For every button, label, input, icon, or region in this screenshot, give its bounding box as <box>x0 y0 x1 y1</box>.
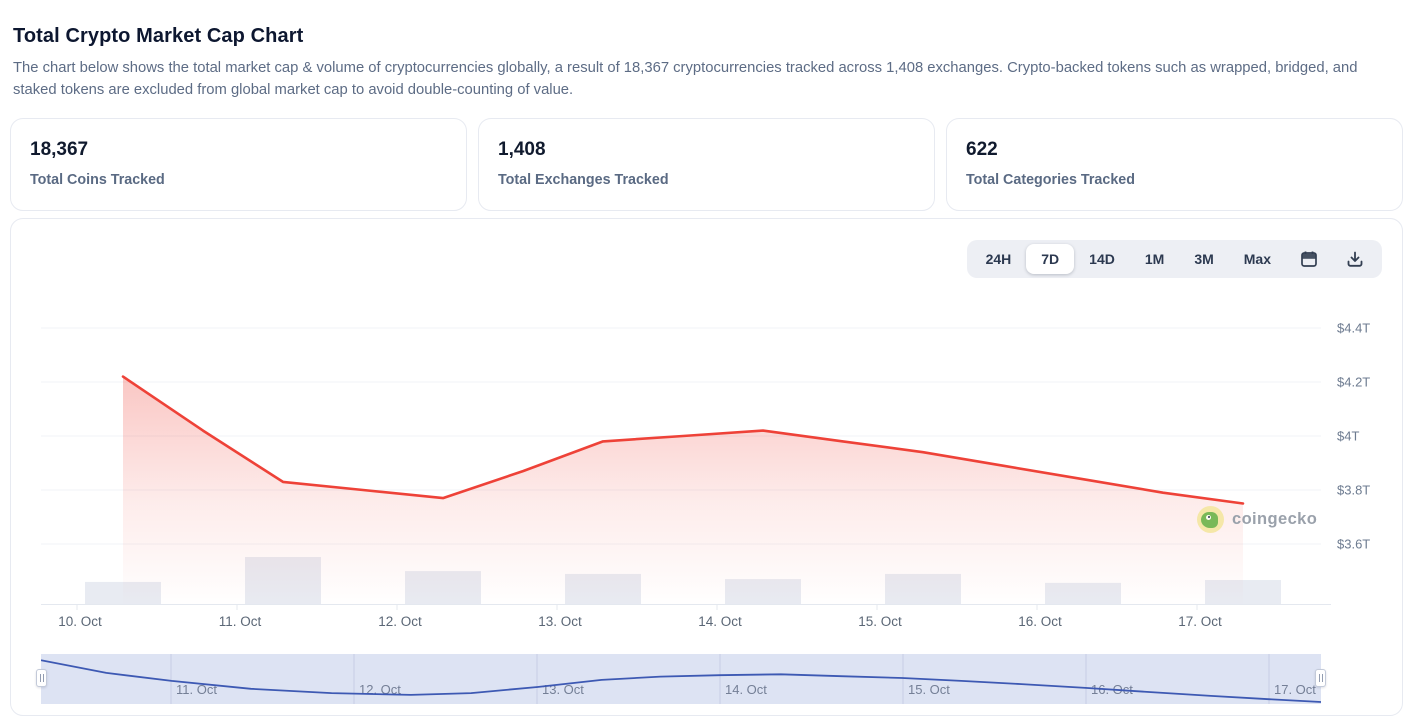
range-button-3m[interactable]: 3M <box>1179 244 1228 274</box>
range-button-24h[interactable]: 24H <box>971 244 1027 274</box>
svg-text:15. Oct: 15. Oct <box>908 682 950 697</box>
coingecko-logo-icon <box>1197 506 1224 533</box>
range-button-1m[interactable]: 1M <box>1130 244 1179 274</box>
range-button-14d[interactable]: 14D <box>1074 244 1130 274</box>
svg-text:17. Oct: 17. Oct <box>1274 682 1316 697</box>
svg-text:14. Oct: 14. Oct <box>698 614 742 629</box>
range-button-7d[interactable]: 7D <box>1026 244 1075 274</box>
page-header: Total Crypto Market Cap Chart The chart … <box>13 25 1400 101</box>
market-cap-chart-canvas[interactable]: $4.4T $4.2T $4T $3.8T $3.6T 10. Oct 11. Oct 12… <box>11 219 1404 717</box>
svg-text:13. Oct: 13. Oct <box>538 614 582 629</box>
svg-text:$4.4T: $4.4T <box>1337 321 1370 336</box>
navigator-left-handle[interactable] <box>36 669 47 687</box>
total-exchanges-value: 1,408 <box>498 139 546 160</box>
navigator-canvas[interactable]: 11. Oct 12. Oct 13. Oct 14. Oct 15. Oct 16. O… <box>40 654 1322 704</box>
calendar-icon[interactable] <box>1286 244 1332 274</box>
time-range-toolbar: 24H 7D 14D 1M 3M Max <box>966 240 1382 278</box>
svg-text:$4T: $4T <box>1337 429 1359 444</box>
total-categories-value: 622 <box>966 139 998 160</box>
svg-text:11. Oct: 11. Oct <box>219 614 262 629</box>
svg-text:17. Oct: 17. Oct <box>1178 614 1222 629</box>
total-categories-label: Total Categories Tracked <box>966 172 1135 188</box>
navigator-right-handle[interactable] <box>1315 669 1326 687</box>
svg-text:$3.8T: $3.8T <box>1337 483 1370 498</box>
svg-text:$4.2T: $4.2T <box>1337 375 1370 390</box>
total-coins-label: Total Coins Tracked <box>30 172 165 188</box>
total-exchanges-label: Total Exchanges Tracked <box>498 172 669 188</box>
chart-navigator[interactable]: 11. Oct 12. Oct 13. Oct 14. Oct 15. Oct 16. O… <box>36 654 1326 704</box>
stat-card-exchanges: 1,408 Total Exchanges Tracked <box>478 118 935 211</box>
range-button-max[interactable]: Max <box>1229 244 1286 274</box>
page-description: The chart below shows the total market c… <box>13 60 1358 98</box>
total-coins-value: 18,367 <box>30 139 89 160</box>
svg-text:10. Oct: 10. Oct <box>58 614 102 629</box>
svg-text:12. Oct: 12. Oct <box>378 614 422 629</box>
svg-text:$3.6T: $3.6T <box>1337 537 1370 552</box>
x-axis-labels: 10. Oct 11. Oct 12. Oct 13. Oct 14. Oct 15. O… <box>58 614 1222 629</box>
x-axis <box>41 604 1331 610</box>
svg-text:11. Oct: 11. Oct <box>176 682 217 697</box>
market-cap-line <box>121 375 1245 604</box>
svg-text:16. Oct: 16. Oct <box>1018 614 1062 629</box>
stat-card-coins: 18,367 Total Coins Tracked <box>10 118 467 211</box>
svg-text:14. Oct: 14. Oct <box>725 682 767 697</box>
svg-text:15. Oct: 15. Oct <box>858 614 902 629</box>
download-icon[interactable] <box>1332 244 1378 274</box>
market-cap-chart-card: 24H 7D 14D 1M 3M Max <box>10 218 1403 716</box>
stat-card-categories: 622 Total Categories Tracked <box>946 118 1403 211</box>
y-axis-labels: $4.4T $4.2T $4T $3.8T $3.6T <box>1337 321 1370 552</box>
page-title: Total Crypto Market Cap Chart <box>13 25 304 47</box>
coingecko-watermark: coingecko <box>1197 506 1317 533</box>
coingecko-watermark-text: coingecko <box>1232 510 1318 528</box>
stats-row: 18,367 Total Coins Tracked 1,408 Total E… <box>10 118 1403 211</box>
